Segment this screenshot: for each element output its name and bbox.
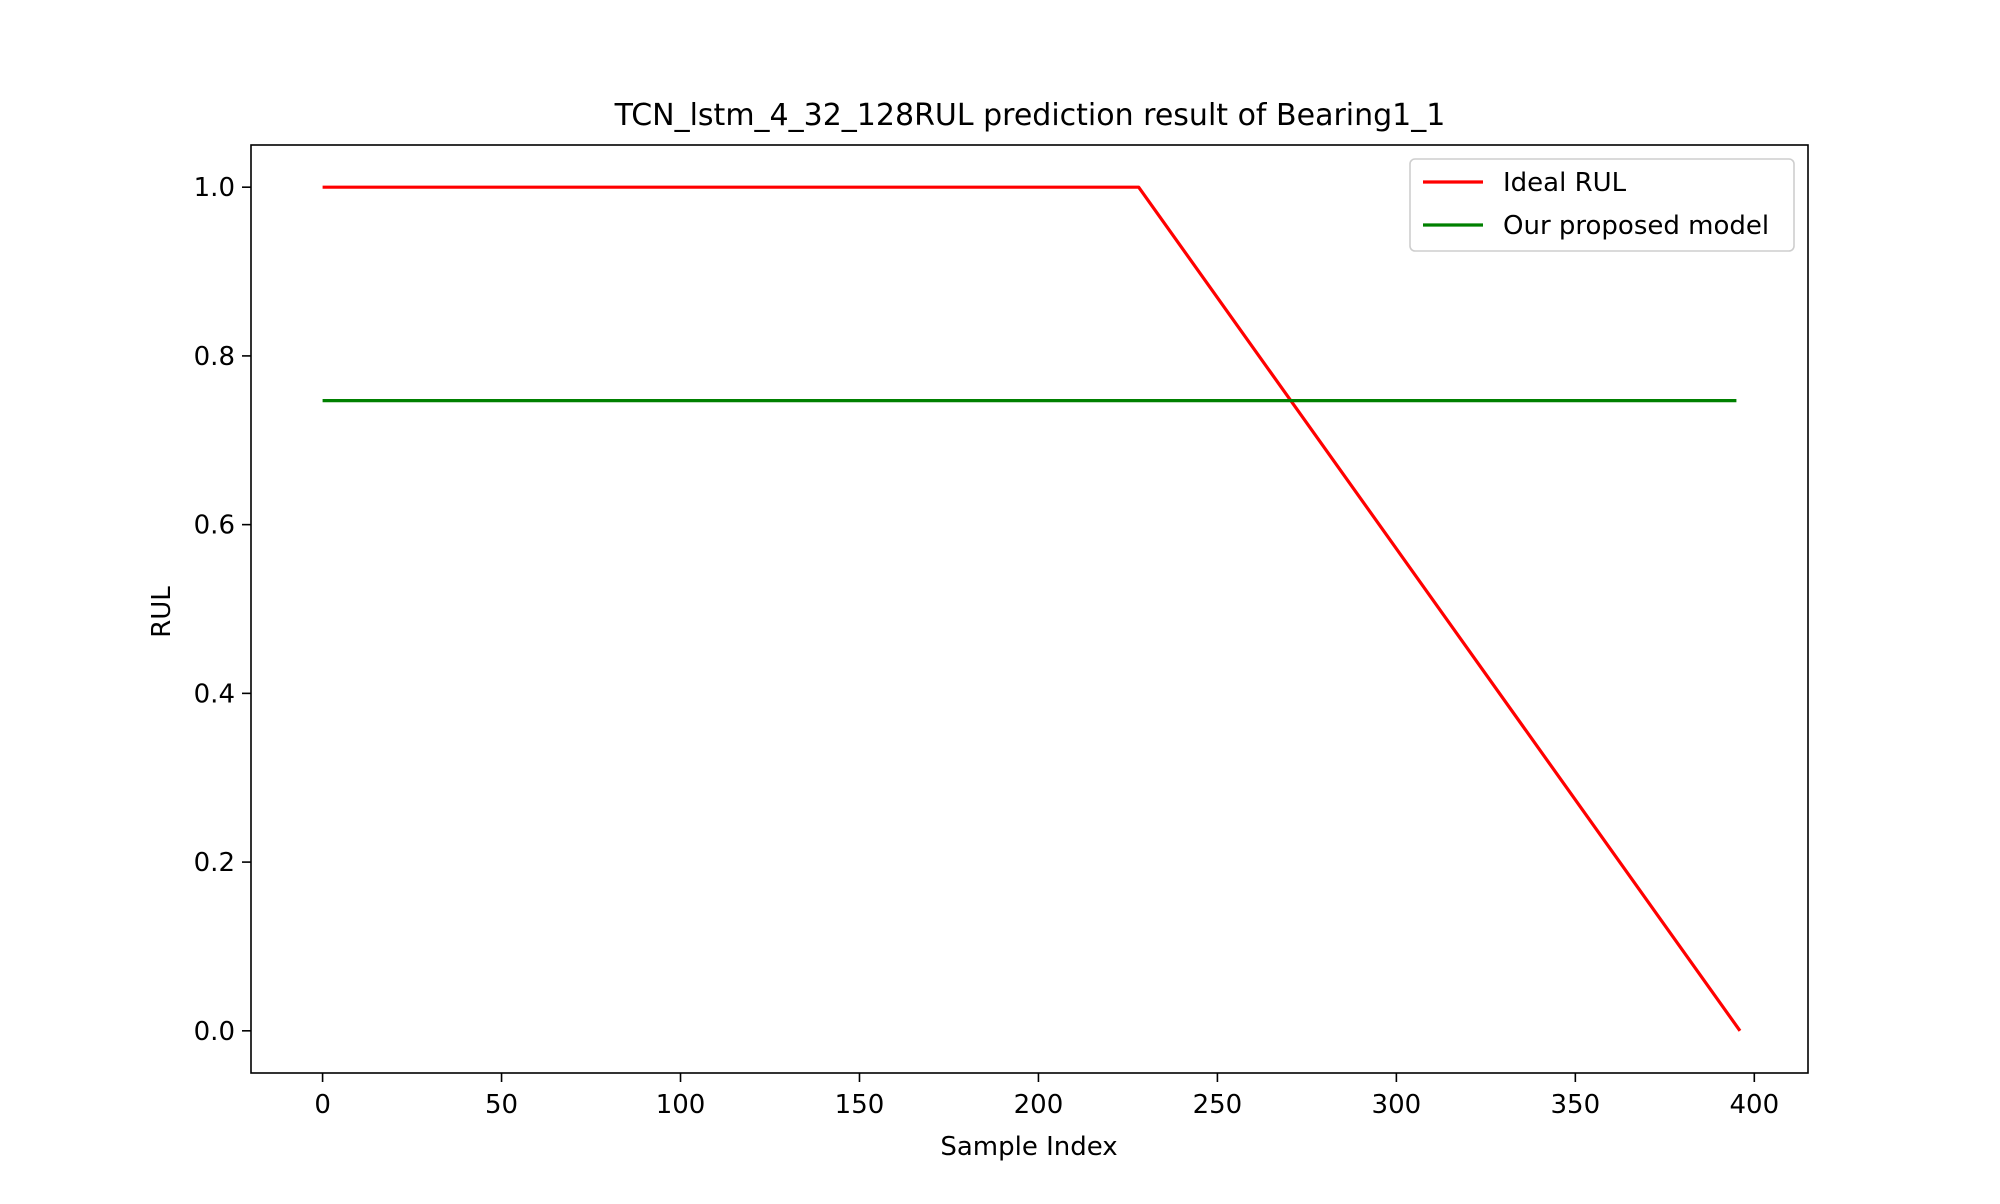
y-tick-label: 0.6 (194, 511, 235, 541)
x-tick-label: 50 (485, 1090, 518, 1120)
x-tick-label: 150 (835, 1090, 885, 1120)
legend-label: Our proposed model (1503, 211, 1769, 241)
x-tick-label: 250 (1193, 1090, 1243, 1120)
x-axis: 0 50 100 150 200 250 300 350 400 (314, 1073, 1779, 1120)
plot-frame (250, 144, 1809, 1074)
legend-items: Ideal RUL Our proposed model (1423, 168, 1769, 241)
y-axis-label: RUL (147, 586, 177, 638)
x-tick-label: 300 (1372, 1090, 1422, 1120)
legend-box (1409, 158, 1795, 252)
legend-label: Ideal RUL (1503, 168, 1627, 198)
series-layer (322, 185, 1742, 1032)
x-tick-label: 0 (314, 1090, 331, 1120)
chart-title: TCN_lstm_4_32_128RUL prediction result o… (614, 98, 1446, 133)
x-tick-label: 100 (656, 1090, 706, 1120)
x-tick-label: 400 (1729, 1090, 1779, 1120)
y-tick-label: 0.0 (194, 1017, 235, 1047)
series-line-ideal-rul (322, 185, 1742, 1032)
y-tick-label: 1.0 (194, 173, 235, 203)
x-tick-label: 350 (1551, 1090, 1601, 1120)
legend: Ideal RUL Our proposed model (1409, 158, 1795, 252)
y-tick-label: 0.2 (194, 848, 235, 878)
y-tick-label: 0.8 (194, 342, 235, 372)
x-tick-label: 200 (1014, 1090, 1064, 1120)
y-tick-label: 0.4 (194, 679, 235, 709)
y-axis: 0.0 0.2 0.4 0.6 0.8 1.0 (194, 173, 251, 1047)
x-axis-label: Sample Index (940, 1132, 1117, 1162)
